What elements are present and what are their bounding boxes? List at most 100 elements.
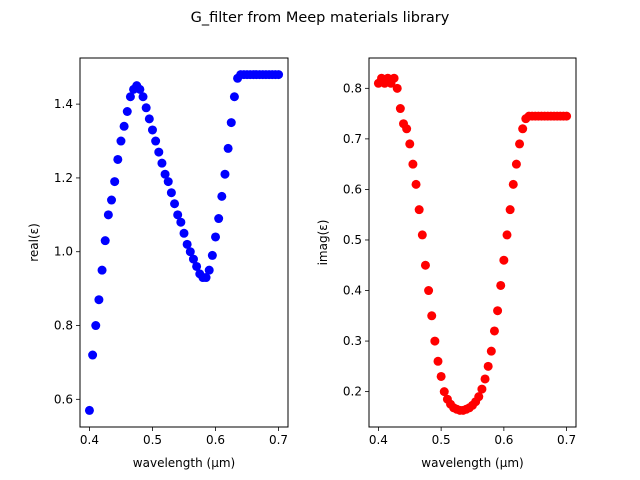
- y-tick-label: 0.8: [343, 81, 362, 95]
- data-point: [502, 230, 512, 240]
- data-point: [220, 169, 230, 179]
- data-point: [100, 236, 110, 246]
- data-point: [88, 350, 98, 360]
- data-point: [107, 195, 117, 205]
- data-point: [420, 260, 430, 270]
- imag-part-panel: 0.4 0.5 0.6 0.7 0.2 0.3 0.4 0.5 0.6 0.7 0.8 wavelen…: [316, 57, 577, 470]
- data-point: [151, 136, 161, 146]
- data-point: [214, 214, 224, 224]
- data-point: [223, 143, 233, 153]
- data-point: [392, 83, 402, 93]
- x-tick-label: 0.4: [80, 433, 99, 447]
- data-point: [138, 92, 148, 102]
- data-point: [91, 321, 101, 331]
- x-tick-label: 0.5: [143, 433, 162, 447]
- data-point: [389, 73, 399, 83]
- y-tick-label: 0.2: [343, 385, 362, 399]
- data-point: [204, 265, 214, 275]
- y-tick-label: 0.7: [343, 132, 362, 146]
- real-part-panel: 0.4 0.5 0.6 0.7 0.6 0.8 1.0 1.2 1.4 wavelength (µ…: [27, 57, 289, 470]
- data-point: [103, 210, 113, 220]
- data-point: [192, 261, 202, 271]
- data-point: [562, 111, 572, 121]
- x-tick-label: 0.6: [494, 433, 513, 447]
- data-point: [170, 199, 180, 209]
- data-point: [125, 92, 135, 102]
- data-point: [166, 188, 176, 198]
- data-point: [176, 217, 186, 227]
- data-point: [141, 103, 151, 113]
- data-point: [182, 239, 192, 249]
- data-point: [477, 384, 487, 394]
- data-point: [417, 230, 427, 240]
- y-tick-label: 0.8: [54, 319, 73, 333]
- data-point: [84, 405, 94, 415]
- y-tick-label: 0.6: [343, 182, 362, 196]
- data-point: [433, 356, 443, 366]
- y-tick-label: 0.3: [343, 334, 362, 348]
- data-point: [505, 205, 515, 215]
- data-point: [163, 177, 173, 187]
- y-tick-label: 1.2: [54, 171, 73, 185]
- data-point: [402, 124, 412, 134]
- data-point: [211, 232, 221, 242]
- x-tick-label: 0.6: [206, 433, 225, 447]
- data-point: [439, 387, 449, 397]
- data-point: [207, 250, 217, 260]
- data-point: [154, 147, 164, 157]
- data-point: [201, 273, 211, 283]
- y-tick-label: 0.6: [54, 392, 73, 406]
- data-point: [113, 154, 123, 164]
- data-point: [408, 159, 418, 169]
- data-point: [511, 159, 521, 169]
- data-points: [84, 70, 284, 415]
- x-tick-label: 0.7: [269, 433, 288, 447]
- data-point: [436, 371, 446, 381]
- data-point: [395, 104, 405, 114]
- data-point: [480, 374, 490, 384]
- figure-title: G_filter from Meep materials library: [191, 10, 450, 26]
- data-point: [493, 306, 503, 316]
- data-point: [430, 336, 440, 346]
- data-point: [483, 361, 493, 371]
- data-point: [489, 326, 499, 336]
- data-point: [188, 254, 198, 264]
- y-axis-label: imag(ε): [316, 220, 330, 266]
- data-point: [274, 70, 284, 80]
- x-axis-label: wavelength (µm): [421, 456, 523, 470]
- data-points: [373, 73, 572, 415]
- data-point: [94, 295, 104, 305]
- data-point: [160, 169, 170, 179]
- data-point: [173, 210, 183, 220]
- data-point: [116, 136, 126, 146]
- data-point: [185, 247, 195, 257]
- data-point: [414, 205, 424, 215]
- y-tick-label: 1.0: [54, 245, 73, 259]
- data-point: [144, 114, 154, 124]
- data-point: [179, 228, 189, 238]
- axes-frame: [79, 57, 289, 428]
- axes-frame: [368, 57, 577, 428]
- data-point: [508, 179, 518, 189]
- y-axis-label: real(ε): [27, 223, 41, 262]
- data-point: [405, 139, 415, 149]
- y-tick-label: 0.5: [343, 233, 362, 247]
- x-tick-label: 0.5: [432, 433, 451, 447]
- data-point: [157, 158, 167, 168]
- data-point: [135, 84, 145, 94]
- data-point: [424, 286, 434, 296]
- data-point: [122, 107, 132, 116]
- data-point: [226, 118, 236, 128]
- x-tick-label: 0.7: [557, 433, 576, 447]
- data-point: [486, 346, 496, 356]
- x-tick-label: 0.4: [369, 433, 388, 447]
- y-tick-label: 1.4: [54, 97, 73, 111]
- data-point: [97, 265, 107, 275]
- data-point: [119, 121, 129, 131]
- data-point: [217, 191, 227, 201]
- y-tick-label: 0.4: [343, 284, 362, 298]
- data-point: [518, 124, 528, 134]
- x-axis-label: wavelength (µm): [133, 456, 235, 470]
- data-point: [110, 177, 120, 187]
